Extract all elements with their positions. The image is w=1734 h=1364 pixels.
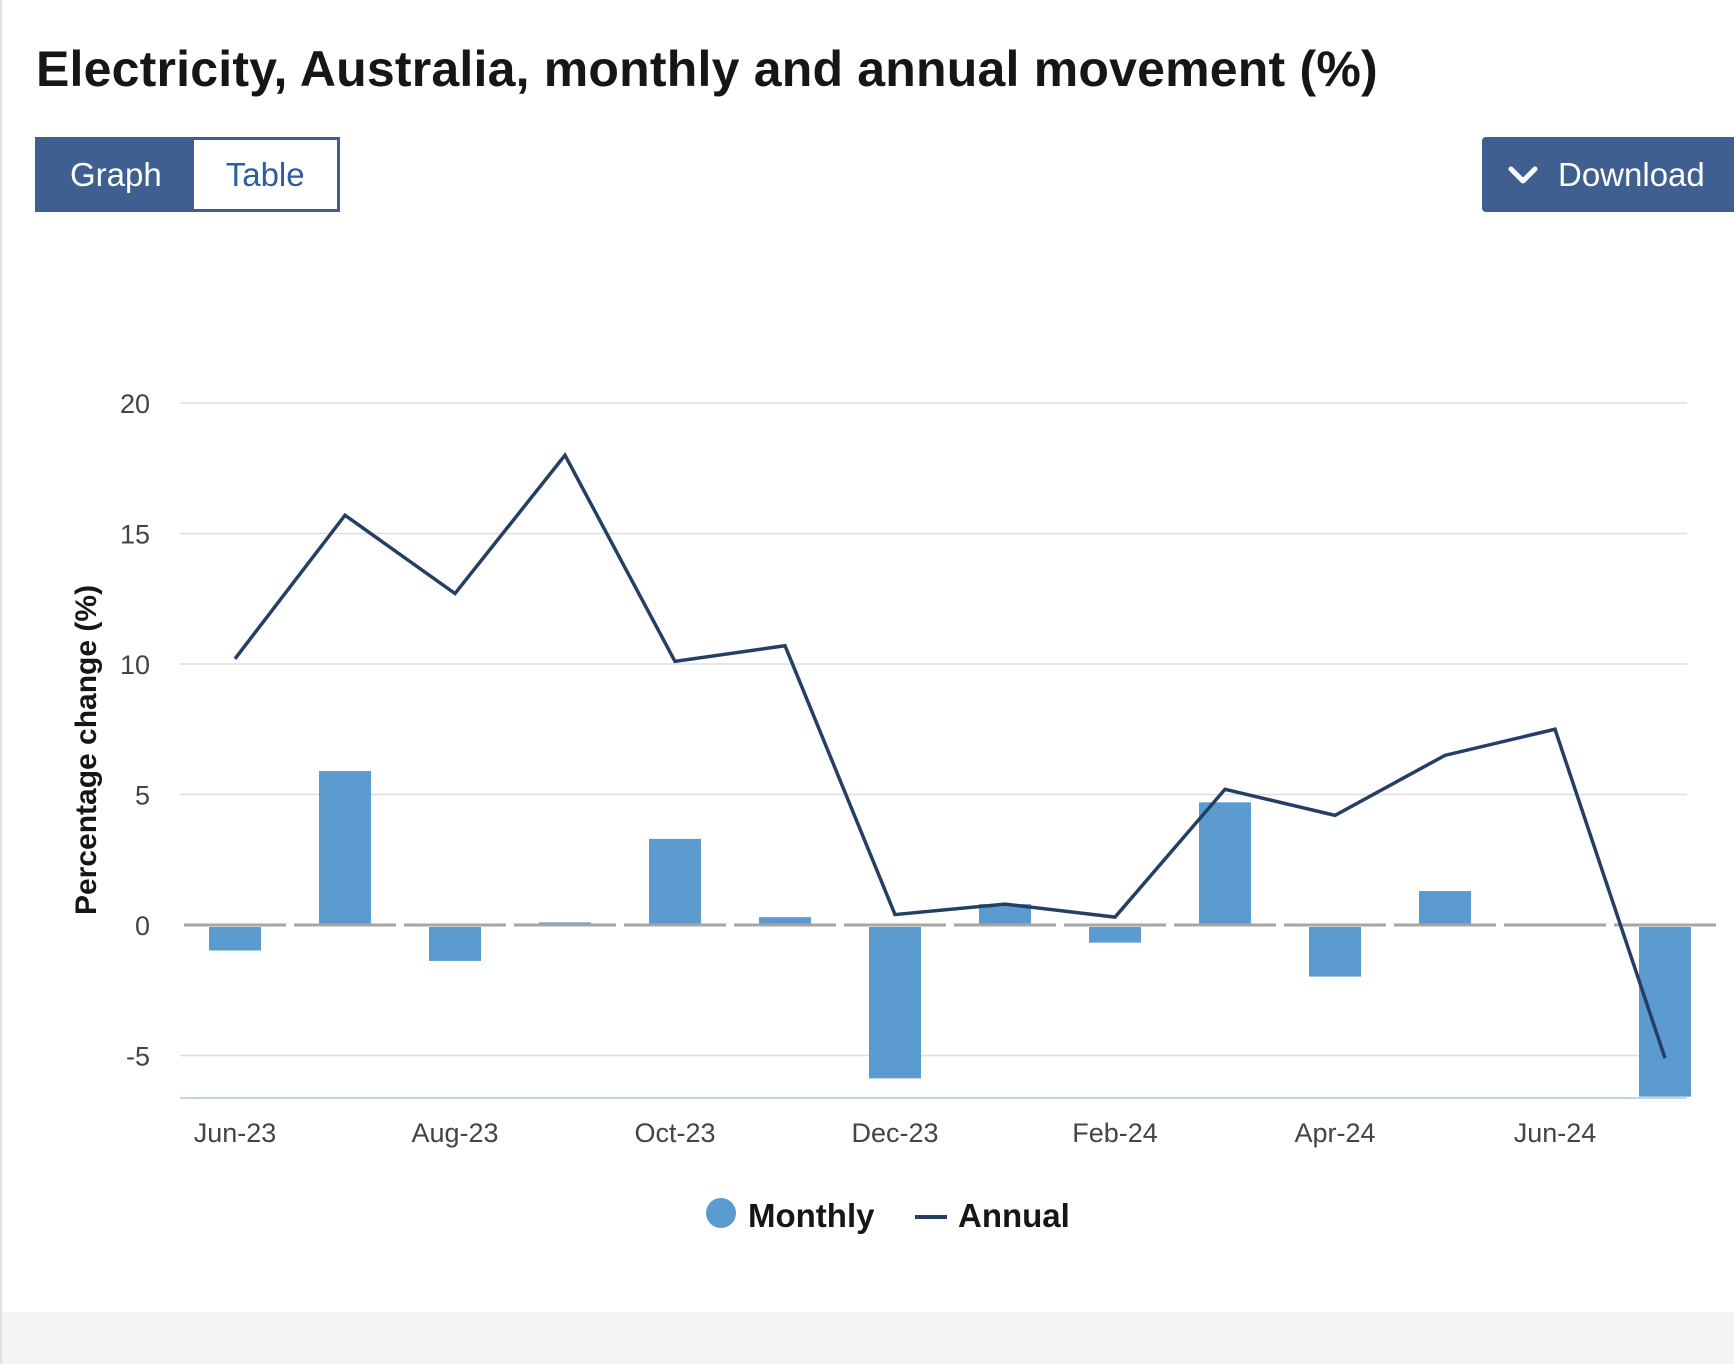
monthly-bar <box>1639 927 1691 1097</box>
monthly-bar <box>759 917 811 925</box>
y-tick-label: 15 <box>120 520 150 550</box>
x-tick-label: Jun-23 <box>194 1118 277 1148</box>
monthly-bar <box>1309 927 1361 977</box>
x-tick-label: Oct-23 <box>634 1118 715 1148</box>
y-tick-label: 20 <box>120 389 150 419</box>
page-title: Electricity, Australia, monthly and annu… <box>36 41 1378 97</box>
y-tick-label: -5 <box>126 1042 150 1072</box>
x-tick-label: Jun-24 <box>1514 1118 1597 1148</box>
x-tick-label: Aug-23 <box>411 1118 498 1148</box>
y-tick-label: 0 <box>135 911 150 941</box>
table-tab-button[interactable]: Table <box>193 140 337 209</box>
x-tick-label: Apr-24 <box>1294 1118 1375 1148</box>
y-tick-label: 5 <box>135 781 150 811</box>
monthly-bar <box>1419 891 1471 925</box>
y-axis-title: Percentage change (%) <box>70 585 103 915</box>
monthly-bar <box>649 838 701 925</box>
download-button[interactable]: Download <box>1482 137 1734 212</box>
chart: 20 15 10 5 0 -5 Jun-23 Aug-23 Oct-23 Dec-23 Feb-24… <box>70 389 1716 1234</box>
legend-monthly-marker <box>706 1198 736 1228</box>
y-tick-label: 10 <box>120 650 150 680</box>
view-toggle: Graph Table <box>35 137 340 212</box>
annual-series-line <box>233 452 1667 1059</box>
graph-tab-button[interactable]: Graph <box>38 140 194 209</box>
monthly-bar <box>1199 802 1251 925</box>
monthly-bar <box>1089 927 1141 943</box>
legend-annual-label: Annual <box>958 1197 1070 1234</box>
footer-band <box>2 1312 1734 1364</box>
monthly-bar <box>209 927 261 951</box>
download-label: Download <box>1558 155 1705 193</box>
x-tick-label: Dec-23 <box>851 1118 938 1148</box>
legend-monthly-label: Monthly <box>748 1197 875 1234</box>
monthly-bar <box>429 927 481 961</box>
chevron-down-icon <box>1508 166 1538 183</box>
monthly-bar <box>869 927 921 1079</box>
monthly-bar <box>979 904 1031 925</box>
monthly-bar <box>319 771 371 925</box>
x-tick-label: Feb-24 <box>1072 1118 1158 1148</box>
